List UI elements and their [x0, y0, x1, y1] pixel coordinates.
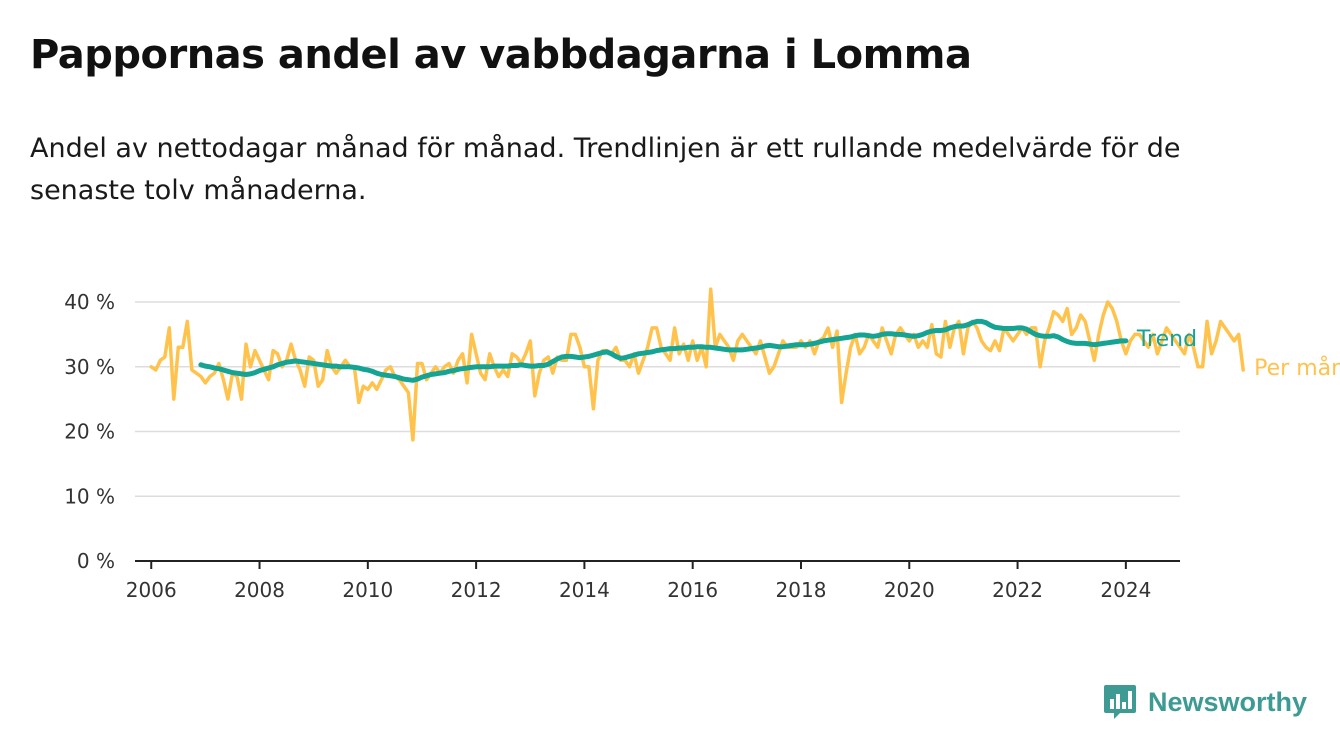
axes: 0 % 10 % 20 % 30 % 40 % 2006 2008 2010 2012 2014 2… [64, 290, 1180, 602]
y-tick-label: 0 % [77, 549, 115, 573]
brand-logo: Newsworthy [1102, 682, 1307, 722]
monthly-series-label: Per månad [1254, 355, 1340, 381]
x-tick-label: 2022 [992, 578, 1043, 602]
x-tick-label: 2012 [451, 578, 502, 602]
brand-name: Newsworthy [1148, 686, 1308, 717]
x-tick-label: 2006 [126, 578, 177, 602]
monthly-series-line [149, 287, 1245, 442]
x-tick-label: 2024 [1100, 578, 1151, 602]
x-tick-label: 2016 [667, 578, 718, 602]
x-tick-label: 2010 [342, 578, 393, 602]
y-tick-label: 20 % [64, 420, 115, 444]
series-labels: Per månad Trend [1136, 327, 1340, 381]
chart-subtitle: Andel av nettodagar månad för månad. Tre… [30, 133, 1181, 206]
series-lines [149, 287, 1245, 442]
chart-title: Pappornas andel av vabbdagarna i Lomma [30, 32, 972, 78]
y-tick-label: 40 % [64, 290, 115, 314]
trend-series-label: Trend [1136, 327, 1197, 352]
x-tick-label: 2020 [884, 578, 935, 602]
trend-series-line [198, 318, 1129, 383]
y-tick-label: 10 % [64, 484, 115, 508]
x-tick-label: 2014 [559, 578, 610, 602]
y-tick-label: 30 % [64, 355, 115, 379]
x-tick-label: 2008 [234, 578, 285, 602]
x-tick-label: 2018 [776, 578, 827, 602]
newsworthy-logo-icon [1104, 685, 1136, 719]
